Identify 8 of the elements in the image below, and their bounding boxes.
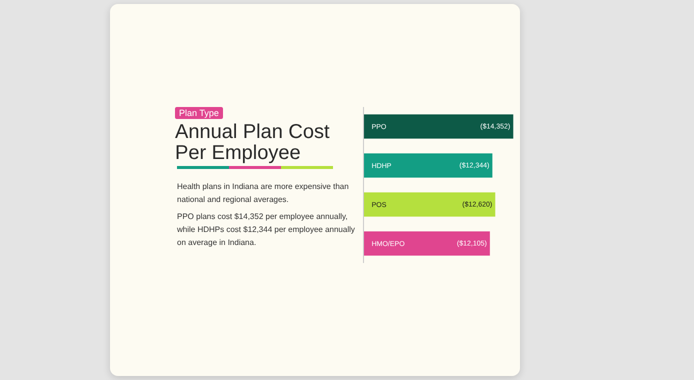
bar	[364, 192, 496, 217]
bar	[364, 231, 490, 256]
bar	[364, 114, 514, 139]
bar	[364, 153, 492, 178]
text: Health plans in Indiana are more expensive than national and regional averages.	[177, 181, 350, 206]
text: Annual Plan Cost Per Employee	[175, 121, 331, 164]
text: Plan Type	[175, 107, 223, 119]
text: PPO plans cost $14,352 per employee annually, while HDHPs cost $12,344 per employee annually on average in Indiana.	[177, 211, 356, 249]
